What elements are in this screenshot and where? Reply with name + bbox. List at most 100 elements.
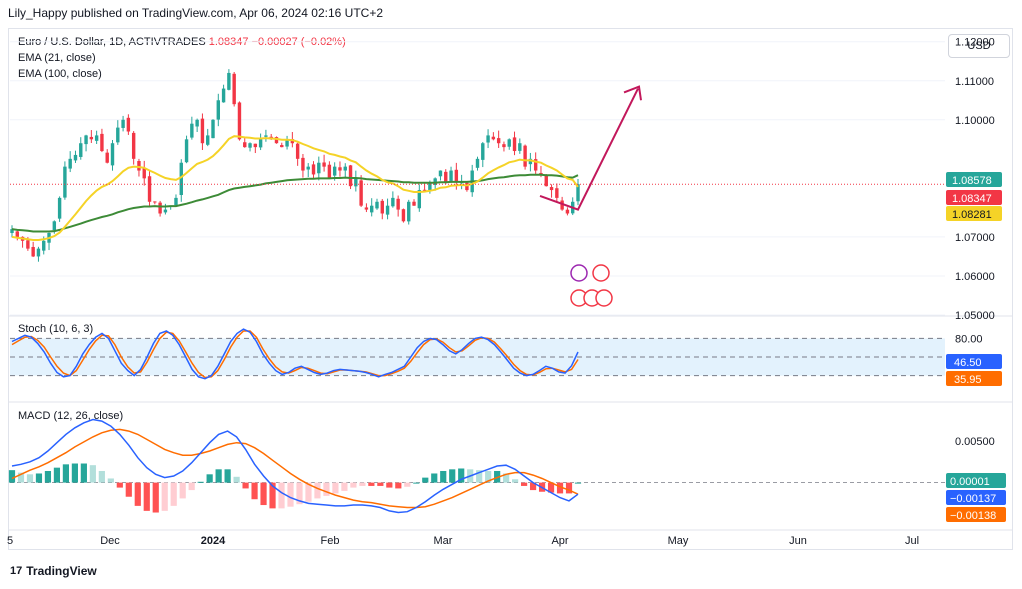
candle-body [221, 88, 226, 103]
legend-ema21: EMA (21, close) [18, 52, 96, 64]
ema100-line [11, 173, 579, 233]
candle-body [433, 178, 437, 186]
candle-body [523, 145, 527, 167]
macd-histogram-bar [35, 473, 43, 483]
macd-histogram-bar [377, 482, 384, 486]
macd-histogram-bar [413, 482, 420, 484]
candle-body [52, 221, 57, 231]
price-tick-label: 1.06000 [955, 271, 995, 283]
candle-body [237, 102, 242, 140]
candle-body [94, 135, 99, 141]
candle-body [258, 139, 263, 148]
x-tick-label: 2024 [201, 535, 226, 547]
macd-histogram-bar [359, 482, 366, 486]
candle-body [502, 144, 506, 148]
candle-body [110, 143, 115, 166]
candle-body [407, 201, 411, 222]
macd-histogram-bar [278, 482, 285, 509]
stoch-title: Stoch (10, 6, 3) [18, 323, 94, 335]
macd-histogram-bar [80, 463, 87, 483]
candle-body [496, 138, 501, 144]
candle-body [359, 180, 363, 206]
candle-body [512, 137, 517, 152]
candle-body [158, 202, 162, 214]
candle-body [10, 229, 14, 234]
candle-body [42, 240, 46, 251]
candle-body [190, 123, 194, 138]
candle-body [68, 158, 72, 169]
macd-histogram-bar [431, 473, 438, 483]
candle-body [26, 240, 30, 249]
macd-tag-label: −0.00137 [950, 493, 996, 505]
macd-tag-macd [946, 490, 1006, 505]
macd-histogram-bar [224, 469, 231, 483]
candle-body [153, 201, 157, 203]
macd-histogram-bar [574, 482, 582, 484]
candle-body [438, 170, 443, 177]
chart-frame [8, 28, 1013, 550]
price-tick-label: 1.05000 [955, 310, 995, 322]
candle-body [444, 171, 448, 183]
candle-body [100, 133, 104, 152]
footer-logo: 17 TradingView [10, 564, 97, 578]
candle-body [163, 209, 168, 213]
candle-body [428, 182, 432, 191]
macd-histogram-bar [98, 470, 105, 483]
flag-icon [592, 264, 610, 282]
price-tick-label: 1.07000 [955, 232, 995, 244]
candle-body [375, 201, 379, 209]
macd-histogram-bar [323, 482, 330, 496]
candle-body [311, 164, 316, 175]
candle-body [348, 165, 353, 187]
candle-body [295, 143, 300, 159]
candle-body [232, 73, 236, 105]
x-tick-label: Mar [434, 535, 453, 547]
macd-histogram-bar [242, 482, 249, 489]
stoch-k-line [11, 328, 579, 380]
macd-histogram-bar [206, 474, 213, 483]
price-tag-last [946, 190, 1002, 205]
price-tag-label: 1.08578 [952, 175, 992, 187]
candle-body [142, 168, 146, 179]
candle-body [89, 136, 94, 140]
macd-histogram-bar [529, 482, 537, 491]
candle-body [147, 176, 152, 202]
candle-body [105, 152, 109, 163]
candle-body [539, 172, 543, 175]
candle-body [486, 135, 490, 143]
candle-body [243, 142, 247, 148]
macd-histogram-bar [215, 469, 222, 483]
macd-signal-line [11, 428, 579, 509]
publisher-line: Lily_Happy published on TradingView.com,… [8, 6, 384, 20]
ema21-line [11, 135, 579, 241]
x-tick-label: Apr [551, 535, 568, 547]
candle-body [533, 159, 538, 171]
projection-arrow [539, 88, 639, 211]
macd-histogram-bar [17, 472, 25, 483]
macd-histogram-bar [503, 473, 510, 483]
macd-histogram-bar [179, 482, 186, 499]
macd-histogram-bar [395, 482, 402, 489]
candle-body [412, 201, 416, 206]
candle-body [576, 184, 580, 202]
candle-body [248, 143, 252, 148]
candle-body [391, 197, 395, 207]
candle-body [449, 170, 453, 181]
stoch-tag-label: 46.50 [954, 357, 982, 369]
stoch-tag-d [946, 371, 1002, 386]
candle-body [126, 117, 131, 132]
stoch-tag-k [946, 354, 1002, 369]
macd-histogram-bar [296, 482, 303, 505]
candle-body [380, 200, 384, 214]
candle-body [121, 119, 125, 128]
macd-histogram-bar [62, 464, 70, 483]
candle-body [343, 166, 347, 171]
candle-body [528, 158, 533, 165]
macd-histogram-bar [287, 482, 294, 507]
macd-histogram-bar [8, 470, 16, 483]
macd-histogram-bar [404, 482, 411, 487]
currency-button[interactable]: USD [948, 34, 1010, 58]
macd-histogram-bar [305, 482, 312, 502]
candle-body [116, 127, 120, 143]
candle-body [227, 72, 231, 90]
